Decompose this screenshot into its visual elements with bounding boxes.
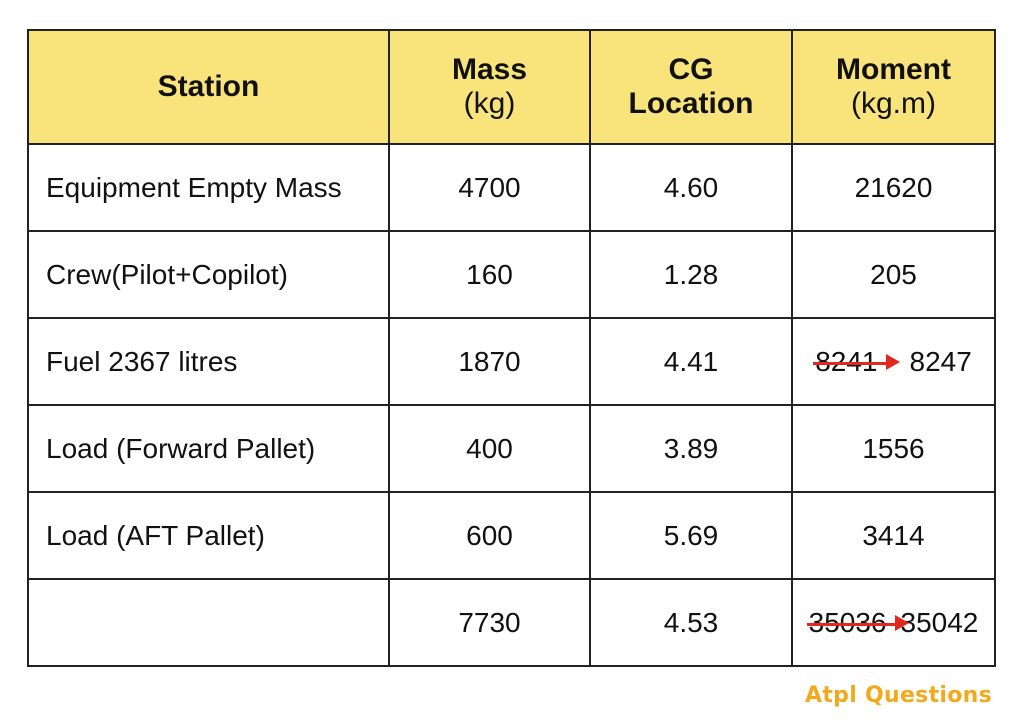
station-cell: Load (Forward Pallet)	[27, 404, 390, 493]
header-moment-title: Moment	[836, 53, 951, 86]
station-cell: Equipment Empty Mass	[27, 143, 390, 232]
header-cg-line2: Location	[628, 87, 754, 120]
station-cell: Crew(Pilot+Copilot)	[27, 230, 390, 319]
mass-cell: 400	[388, 404, 591, 493]
header-station-label: Station	[157, 70, 260, 103]
table-row: Load (Forward Pallet) 400 3.89 1556	[27, 404, 996, 493]
moment-cell: 21620	[791, 143, 996, 232]
mass-cell: 1870	[388, 317, 591, 406]
mass-cell: 160	[388, 230, 591, 319]
cg-cell: 4.60	[589, 143, 793, 232]
moment-correction: 35036 35042	[806, 606, 979, 639]
table-row: Equipment Empty Mass 4700 4.60 21620	[27, 143, 996, 232]
header-mass-unit: (kg)	[463, 87, 516, 120]
cg-cell: 4.53	[589, 578, 793, 667]
header-cg-location: CG Location	[589, 29, 793, 145]
moment-new-value: 8247	[909, 345, 972, 377]
moment-old-text: 35036	[808, 606, 887, 638]
arrow-right-icon	[894, 614, 909, 631]
header-mass-title: Mass	[451, 53, 528, 86]
header-moment: Moment (kg.m)	[791, 29, 996, 145]
mass-cell: 600	[388, 491, 591, 580]
table-row-total: 7730 4.53 35036 35042	[27, 578, 996, 667]
moment-old-value: 35036	[806, 606, 909, 639]
mass-balance-table: Station Mass (kg) CG Location Moment (kg…	[27, 29, 996, 667]
arrow-right-icon	[885, 353, 900, 370]
moment-old-text: 8241	[815, 345, 878, 377]
mass-cell: 4700	[388, 143, 591, 232]
station-cell	[27, 578, 390, 667]
moment-cell: 1556	[791, 404, 996, 493]
brand-logo: Atpl Questions	[805, 683, 992, 708]
moment-cell-corrected: 8241 8247	[791, 317, 996, 406]
moment-correction: 8241 8247	[813, 345, 972, 378]
header-row: Station Mass (kg) CG Location Moment (kg…	[27, 29, 996, 145]
table-row: Crew(Pilot+Copilot) 160 1.28 205	[27, 230, 996, 319]
moment-cell-corrected: 35036 35042	[791, 578, 996, 667]
table-row: Load (AFT Pallet) 600 5.69 3414	[27, 491, 996, 580]
moment-cell: 3414	[791, 491, 996, 580]
cg-cell: 5.69	[589, 491, 793, 580]
station-cell: Load (AFT Pallet)	[27, 491, 390, 580]
header-mass: Mass (kg)	[388, 29, 591, 145]
header-cg-line1: CG	[668, 53, 714, 86]
strikethrough-line	[813, 362, 888, 366]
station-cell: Fuel 2367 litres	[27, 317, 390, 406]
strikethrough-line	[806, 623, 897, 627]
moment-old-value: 8241	[813, 345, 900, 378]
moment-new-value: 35042	[900, 606, 979, 638]
cg-cell: 3.89	[589, 404, 793, 493]
header-station: Station	[27, 29, 390, 145]
cg-cell: 4.41	[589, 317, 793, 406]
table-row: Fuel 2367 litres 1870 4.41 8241 8247	[27, 317, 996, 406]
moment-cell: 205	[791, 230, 996, 319]
mass-cell: 7730	[388, 578, 591, 667]
cg-cell: 1.28	[589, 230, 793, 319]
header-moment-unit: (kg.m)	[851, 87, 936, 120]
